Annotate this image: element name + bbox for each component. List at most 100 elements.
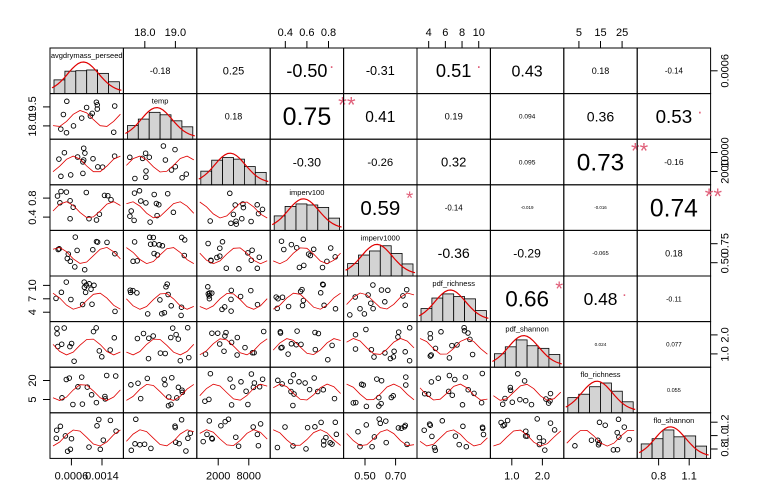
correlation-label: 0.19 (445, 112, 463, 122)
data-point (143, 174, 149, 181)
data-point (67, 172, 74, 178)
correlation-label: -0.14 (665, 67, 684, 76)
data-point (507, 387, 514, 394)
smooth-line (126, 429, 194, 447)
data-point (363, 422, 370, 428)
data-point (248, 218, 254, 225)
data-point (163, 284, 169, 290)
data-point (135, 380, 141, 386)
data-point (81, 279, 87, 285)
data-point (101, 192, 108, 199)
data-point (93, 217, 100, 223)
histogram-bar (306, 204, 319, 231)
data-point (540, 438, 547, 444)
correlation-label: 0.077 (666, 342, 682, 349)
data-point (452, 433, 459, 439)
data-point (68, 296, 74, 303)
data-point (83, 189, 90, 196)
smooth-line (52, 384, 121, 401)
left-tick-label: 7 (27, 296, 39, 302)
data-point (86, 281, 92, 287)
density-curve (198, 152, 269, 183)
data-point (357, 305, 363, 312)
data-point (297, 288, 304, 295)
right-tick-label: 0.50 (720, 252, 732, 273)
scatter-points (350, 374, 409, 410)
data-point (522, 397, 529, 404)
data-point (128, 382, 134, 388)
data-point (222, 333, 228, 339)
top-tick-label: 0.8 (321, 27, 336, 39)
correlation-label: 0.18 (592, 66, 610, 76)
data-point (102, 393, 108, 400)
data-point (390, 354, 397, 360)
panel-6-4 (343, 321, 418, 368)
left-tick-label: 18.0 (27, 115, 39, 136)
data-point (174, 395, 180, 401)
data-point (63, 129, 70, 136)
data-point (181, 237, 188, 243)
data-point (53, 295, 59, 302)
data-point (144, 311, 151, 317)
smooth-line (52, 110, 121, 127)
data-point (621, 424, 628, 430)
data-point (159, 243, 166, 249)
data-point (179, 387, 185, 393)
data-point (363, 326, 369, 333)
data-point (111, 103, 118, 109)
data-point (67, 197, 73, 204)
data-point (236, 266, 242, 272)
data-point (146, 234, 153, 241)
data-point (376, 394, 382, 401)
data-point (173, 331, 179, 338)
data-point (178, 312, 184, 319)
scatter-points (274, 419, 340, 452)
data-point (329, 342, 335, 349)
data-point (428, 352, 434, 358)
data-point (96, 348, 103, 354)
data-point (146, 335, 152, 341)
data-point (147, 219, 153, 225)
data-point (524, 433, 530, 439)
correlation-label: -0.36 (438, 245, 470, 261)
correlation-label: 0.055 (667, 388, 681, 394)
data-point (614, 429, 620, 436)
data-point (67, 258, 74, 265)
data-point (479, 370, 486, 377)
data-point (369, 443, 375, 450)
data-point (94, 102, 101, 108)
data-point (63, 376, 70, 383)
data-point (161, 376, 167, 383)
correlation-label: -0.16 (664, 157, 684, 167)
data-point (148, 445, 154, 452)
data-point (595, 437, 601, 444)
data-point (70, 401, 76, 408)
histogram-bar (148, 111, 161, 140)
top-tick-label: 15 (594, 27, 606, 39)
data-point (72, 264, 78, 270)
data-point (75, 384, 81, 390)
data-point (127, 213, 133, 219)
data-point (96, 416, 102, 423)
variable-name: temp (152, 97, 169, 106)
correlation-label: 0.18 (665, 248, 683, 258)
data-point (465, 386, 471, 393)
smooth-line (126, 155, 194, 173)
data-point (305, 251, 312, 257)
data-point (543, 396, 549, 402)
data-point (164, 190, 171, 197)
data-point (79, 301, 86, 308)
data-point (156, 242, 162, 248)
data-point (429, 433, 435, 440)
data-point (332, 419, 339, 426)
data-point (465, 330, 471, 336)
data-point (479, 424, 486, 430)
data-point (300, 236, 307, 243)
histogram-bar (662, 429, 675, 459)
data-point (545, 400, 552, 406)
data-point (214, 330, 221, 336)
data-point (355, 428, 361, 435)
data-point (179, 174, 185, 181)
